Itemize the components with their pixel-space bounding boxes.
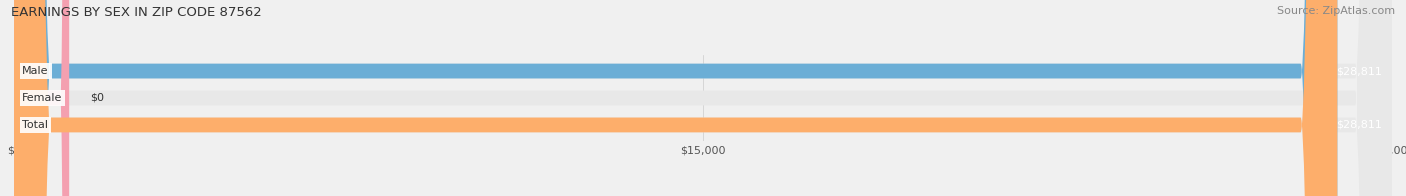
Text: Source: ZipAtlas.com: Source: ZipAtlas.com (1277, 6, 1395, 16)
Text: $28,811: $28,811 (1337, 120, 1382, 130)
Text: Female: Female (22, 93, 63, 103)
FancyBboxPatch shape (14, 0, 69, 196)
FancyBboxPatch shape (14, 0, 1337, 196)
FancyBboxPatch shape (14, 0, 1392, 196)
FancyBboxPatch shape (14, 0, 1392, 196)
Text: Male: Male (22, 66, 49, 76)
Text: $0: $0 (90, 93, 104, 103)
Text: $28,811: $28,811 (1337, 66, 1382, 76)
FancyBboxPatch shape (14, 0, 1337, 196)
Text: EARNINGS BY SEX IN ZIP CODE 87562: EARNINGS BY SEX IN ZIP CODE 87562 (11, 6, 262, 19)
FancyBboxPatch shape (14, 0, 1392, 196)
Text: Total: Total (22, 120, 48, 130)
